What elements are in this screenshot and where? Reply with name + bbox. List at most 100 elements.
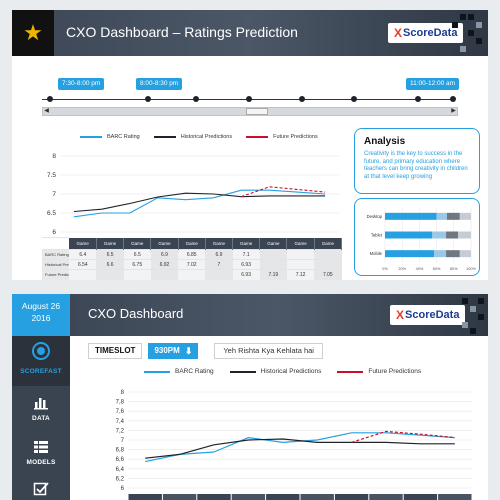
table-cell: 6.9: [205, 249, 233, 260]
timeline-point[interactable]: [299, 96, 305, 102]
legend-label: Historical Predictions: [180, 134, 233, 140]
legend-label: Future Predictions: [273, 134, 318, 140]
column-header: Game: [150, 237, 179, 250]
y-tick-label: 7: [121, 438, 125, 444]
scroll-left-icon[interactable]: ◀: [44, 108, 49, 114]
table-cell: 7: [205, 259, 233, 270]
column-header: Game: [314, 237, 343, 250]
table-header-cell: [438, 494, 472, 500]
panel2-title: CXO Dashboard: [88, 306, 184, 321]
bar-segment: [436, 212, 447, 220]
sidebar-item-models[interactable]: MODELS: [12, 430, 70, 474]
timeslot-tag[interactable]: 8:00-8:30 pm: [136, 78, 183, 90]
timeline-point[interactable]: [145, 96, 151, 102]
show-name-field[interactable]: Yeh Rishta Kya Kehlata hai: [214, 343, 323, 359]
brand-mark: X: [394, 26, 403, 40]
legend-label: Future Predictions: [368, 368, 422, 375]
sidebar: August 26 2016 SCOREFAST DATA: [12, 294, 70, 500]
panel1-header: ★ CXO Dashboard – Ratings Prediction X S…: [12, 10, 488, 56]
stacked-bar-svg: 0% 20% 40% 60% 80% 100% Desktop Tablet Mobile: [367, 207, 476, 271]
ratings-line-chart: 6 6.5 7 7.5 8: [42, 144, 347, 236]
pixel-decoration: [476, 38, 482, 44]
bar-segment: [458, 231, 471, 239]
chart3-legend: BARC Rating Historical Predictions Futur…: [144, 368, 421, 375]
series-line-historical-predictions: [145, 438, 455, 459]
legend-swatch: [337, 370, 364, 373]
table-cell: 7.02: [178, 259, 206, 270]
bar-segment: [446, 250, 460, 258]
series-line-historical-predictions: [73, 192, 326, 213]
legend-label: BARC Rating: [107, 134, 140, 140]
legend-item: Future Predictions: [337, 368, 421, 375]
arrow-down-icon: ⬇: [184, 346, 193, 356]
device-stacked-bar-chart: 0% 20% 40% 60% 80% 100% Desktop Tablet Mobile: [355, 199, 479, 275]
analysis-heading: Analysis: [364, 136, 406, 147]
table-header-cell: [128, 494, 162, 500]
timeline-scrollbar[interactable]: ◀ ▶: [42, 107, 458, 116]
bar-segment: [385, 250, 435, 258]
timeline-point[interactable]: [246, 96, 252, 102]
timeslot-dropdown[interactable]: 930PM ⬇: [148, 343, 199, 359]
timeline-point[interactable]: [415, 96, 421, 102]
timeline-point[interactable]: [193, 96, 199, 102]
y-tick-label: 6,6: [116, 457, 125, 463]
y-tick-label: 7,2: [116, 428, 125, 434]
y-tick-label: 7: [52, 191, 56, 198]
bar-segment: [385, 212, 437, 220]
table-header-cell: [369, 494, 403, 500]
pixel-decoration: [470, 328, 476, 334]
list-icon: [34, 441, 48, 453]
scorefast-icon: [32, 342, 50, 360]
brand-text: ScoreData: [405, 309, 460, 321]
brand-mark: X: [396, 308, 405, 322]
sidebar-item-data[interactable]: DATA: [12, 386, 70, 430]
y-tick-label: 7,8: [116, 400, 125, 406]
pixel-decoration: [462, 322, 468, 328]
table-cell: 7.05: [314, 269, 342, 280]
table-cell: [178, 269, 206, 280]
table-cell: [205, 269, 233, 280]
sidebar-item-scorefast[interactable]: SCOREFAST: [12, 336, 70, 386]
timeslot-tag[interactable]: 7:30-8:00 pm: [58, 78, 105, 90]
scrollbar-thumb[interactable]: [246, 108, 268, 115]
pixel-decoration: [460, 46, 466, 52]
table-header-cell: [266, 494, 300, 500]
analysis-card: Analysis Creativity is the key to succes…: [354, 128, 480, 194]
timeline-point[interactable]: [351, 96, 357, 102]
table-header-cell: [162, 494, 197, 500]
timeline-point[interactable]: [47, 96, 53, 102]
legend-label: BARC Rating: [175, 368, 214, 375]
ratings-table: Game Game Game Game Game Game Game Game Game Game…: [42, 237, 343, 280]
date-block: August 26 2016: [12, 294, 70, 336]
y-tick-label: 7,6: [116, 409, 125, 415]
table-cell: 6.75: [123, 259, 151, 270]
table-cell: [96, 269, 124, 280]
column-header: Game: [259, 237, 288, 250]
category-label: Desktop: [367, 214, 383, 219]
table-cell: [259, 249, 287, 260]
row-label: BARC Ratings: [42, 249, 70, 260]
legend-swatch: [246, 136, 269, 138]
scroll-right-icon[interactable]: ▶: [451, 108, 456, 114]
bar-segment: [385, 231, 433, 239]
timeline-point[interactable]: [450, 96, 456, 102]
x-tick-label: 40%: [416, 267, 424, 271]
legend-item: BARC Rating: [144, 368, 214, 375]
pixel-decoration: [476, 22, 482, 28]
table-header-cell: [231, 494, 266, 500]
checkbox-icon: [33, 482, 49, 496]
timeslot-tag[interactable]: 11:00-12:00 am: [406, 78, 460, 90]
table-header-cell: [403, 494, 438, 500]
x-tick-label: 20%: [398, 267, 406, 271]
table-cell: 6.93: [232, 259, 260, 270]
sidebar-item-check[interactable]: [12, 476, 70, 500]
star-logo: ★: [12, 10, 54, 56]
brand-text: ScoreData: [403, 27, 458, 39]
analysis-body: Creativity is the key to success in the …: [364, 151, 468, 180]
scoredata-logo: X ScoreData: [390, 305, 466, 325]
y-tick-label: 6: [121, 486, 125, 492]
sidebar-item-label: SCOREFAST: [20, 368, 62, 375]
table-cell: 6.9: [150, 249, 179, 260]
y-tick-label: 8: [52, 153, 56, 160]
table-cell: 6.54: [69, 259, 97, 270]
